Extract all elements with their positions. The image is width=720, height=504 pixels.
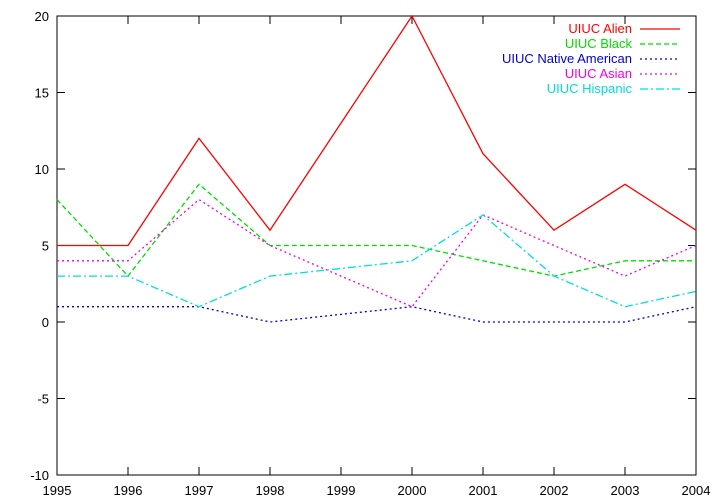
y-tick-label: 5 xyxy=(42,239,49,254)
series-line-3 xyxy=(57,306,697,323)
x-tick-label: 1995 xyxy=(43,483,72,498)
y-tick-label: 20 xyxy=(35,9,49,24)
series-line-4 xyxy=(57,198,697,308)
y-tick-label: -5 xyxy=(37,392,49,407)
y-tick-label: 0 xyxy=(42,315,49,330)
axis-ticks: 1995 1996 1997 1998 1999 2000 2001 2002 2003 2004… xyxy=(30,9,710,498)
series-lines xyxy=(56,14,697,323)
x-tick-label: 2004 xyxy=(682,483,711,498)
x-tick-label: 2002 xyxy=(540,483,569,498)
series-line-2 xyxy=(56,183,696,278)
series-line-5 xyxy=(57,214,697,308)
legend-label: UIUC Native American xyxy=(502,51,632,66)
y-tick-label: 10 xyxy=(35,162,49,177)
y-tick-label: 15 xyxy=(35,86,49,101)
x-tick-label: 2000 xyxy=(398,483,427,498)
legend-label: UIUC Asian xyxy=(565,66,632,81)
legend-label: UIUC Hispanic xyxy=(547,81,633,96)
x-tick-label: 1996 xyxy=(114,483,143,498)
x-tick-label: 2001 xyxy=(469,483,498,498)
y-tick-label: -10 xyxy=(30,468,49,483)
x-tick-label: 1999 xyxy=(327,483,356,498)
legend-label: UIUC Alien xyxy=(568,21,632,36)
x-tick-label: 1997 xyxy=(185,483,214,498)
legend-label: UIUC Black xyxy=(565,36,633,51)
x-tick-label: 1998 xyxy=(256,483,285,498)
series-line-1 xyxy=(57,14,697,247)
x-tick-label: 2003 xyxy=(611,483,640,498)
